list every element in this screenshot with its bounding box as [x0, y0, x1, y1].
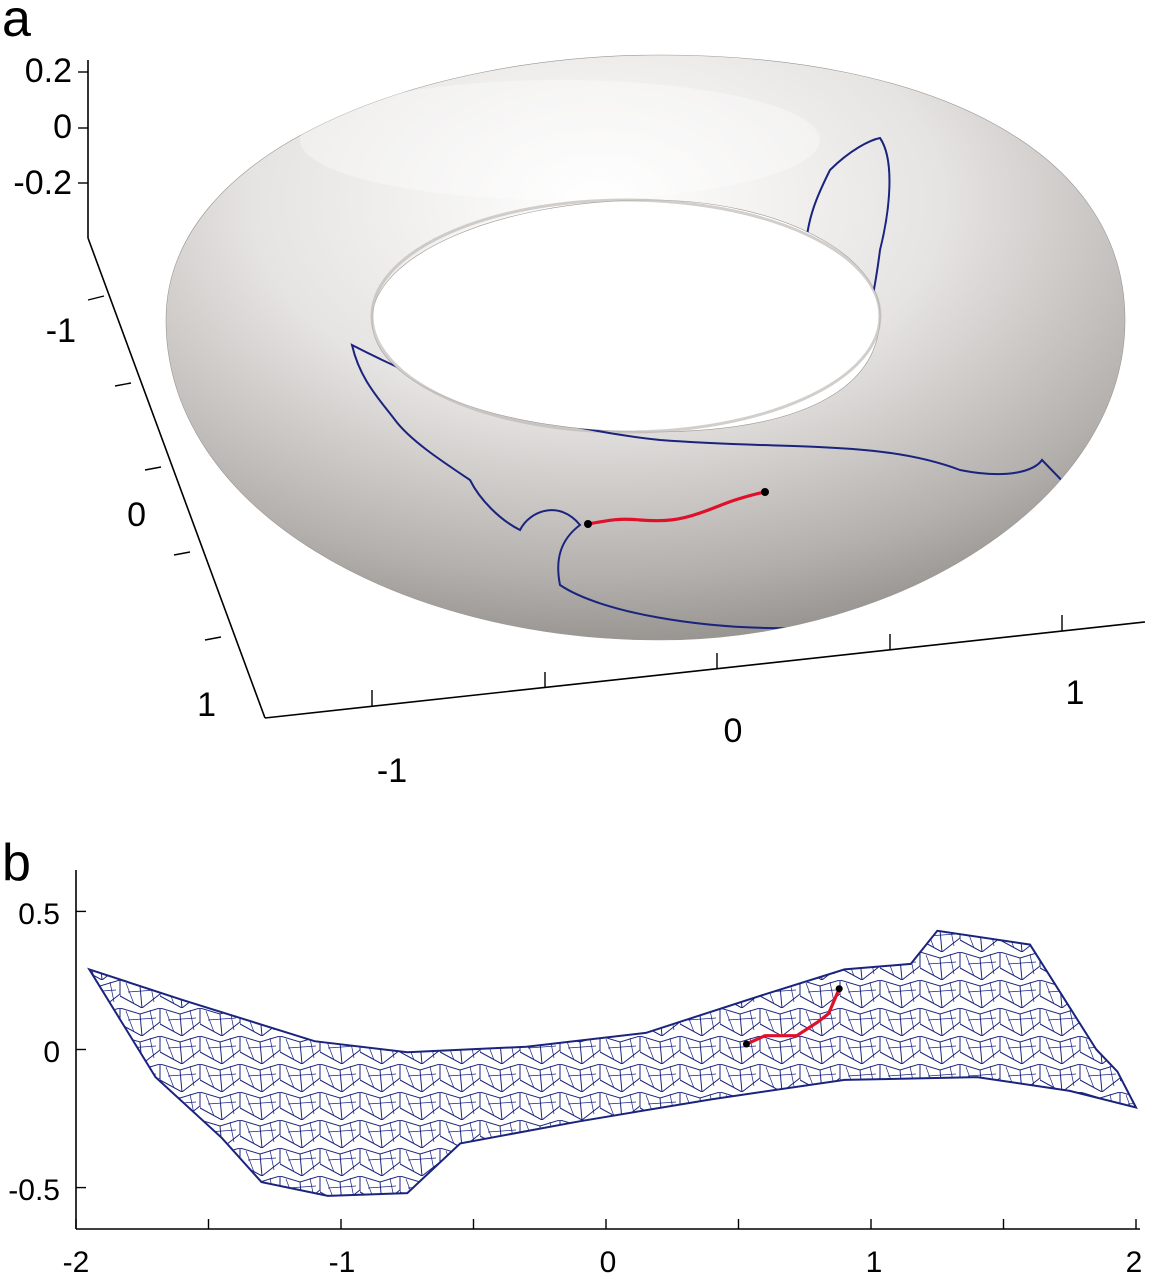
- x-tick-label: 0: [724, 712, 743, 750]
- flattened-mesh: [87, 929, 1138, 1197]
- z-tick-label: -0.2: [13, 164, 72, 202]
- y-axis-line: [87, 237, 266, 719]
- x-tick-label: -1: [329, 1246, 356, 1279]
- y-tick-label: 1: [197, 686, 216, 724]
- y-tick-label: -1: [46, 312, 76, 350]
- panel-b-tick-labels: 0.5 0 -0.5 -2 -1 0 1 2: [8, 898, 1142, 1279]
- mesh-path-line: [745, 988, 841, 1046]
- x-tick-label: -1: [377, 752, 407, 790]
- y-tick-label: 0: [127, 496, 146, 534]
- x-tick-label: 2: [1126, 1246, 1143, 1279]
- panel-a-tick-labels: 0.2 0 -0.2 -1 0 1 -1 0 1: [13, 52, 1084, 790]
- x-axis-line: [264, 621, 1146, 719]
- y-tick-label: 0.5: [18, 898, 60, 931]
- panel-b-label: b: [2, 834, 31, 892]
- panel-a-axes: [78, 60, 1146, 719]
- x-tick-label: -2: [63, 1246, 90, 1279]
- x-tick-label: 1: [1066, 674, 1085, 712]
- panel-b-plot: [75, 870, 1140, 1230]
- y-tick-label: -0.5: [8, 1174, 60, 1207]
- torus-path: [584, 488, 769, 528]
- z-tick-label: 0: [53, 108, 72, 146]
- torus-surface: [165, 54, 1126, 641]
- x-tick-label: 1: [866, 1246, 883, 1279]
- x-tick-label: 0: [600, 1246, 617, 1279]
- z-tick-label: 0.2: [25, 52, 72, 90]
- y-tick-label: 0: [43, 1036, 60, 1069]
- path-endpoint: [835, 985, 843, 993]
- path-endpoint: [742, 1040, 750, 1048]
- panel-a-label: a: [2, 0, 31, 48]
